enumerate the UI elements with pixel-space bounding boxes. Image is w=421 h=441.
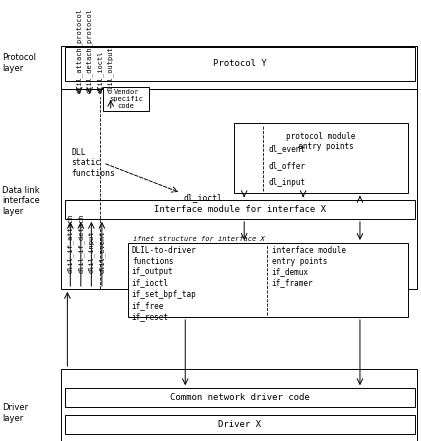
Text: dlil_input: dlil_input <box>88 231 95 273</box>
FancyBboxPatch shape <box>61 369 417 441</box>
Text: dl_ioctl: dl_ioctl <box>183 193 222 202</box>
Text: dl_event: dl_event <box>268 144 305 153</box>
Text: if_output: if_output <box>132 267 173 276</box>
Text: if_ioctl: if_ioctl <box>132 278 169 288</box>
FancyBboxPatch shape <box>65 200 415 219</box>
Text: dl_input: dl_input <box>268 178 305 187</box>
FancyBboxPatch shape <box>128 243 408 317</box>
Text: if_set_bpf_tap: if_set_bpf_tap <box>132 290 197 299</box>
FancyBboxPatch shape <box>103 87 149 111</box>
Text: if_framer: if_framer <box>272 278 313 288</box>
Text: ifnet structure for interface X: ifnet structure for interface X <box>133 236 264 242</box>
Text: Protocol Y: Protocol Y <box>213 60 267 68</box>
Text: if_demux: if_demux <box>272 267 309 276</box>
Text: Interface module for interface X: Interface module for interface X <box>154 205 326 214</box>
Text: DLIL-to-driver
functions: DLIL-to-driver functions <box>132 246 197 265</box>
Text: Common network driver code: Common network driver code <box>170 393 310 402</box>
Text: dl_offer: dl_offer <box>268 161 305 170</box>
Text: dlil_output: dlil_output <box>107 46 114 93</box>
Text: protocol module
  entry points: protocol module entry points <box>286 132 356 151</box>
Text: Driver X: Driver X <box>218 420 261 429</box>
Text: dlil_if_attach: dlil_if_attach <box>67 213 74 273</box>
FancyBboxPatch shape <box>61 46 417 89</box>
Text: interface module
entry points: interface module entry points <box>272 246 346 265</box>
Text: if_reset: if_reset <box>132 312 169 321</box>
Text: Driver
layer: Driver layer <box>2 403 28 422</box>
Text: if_free: if_free <box>132 301 164 310</box>
FancyBboxPatch shape <box>61 89 417 289</box>
Text: dlil_attach_protocol: dlil_attach_protocol <box>76 8 83 93</box>
Text: Data link
interface
layer: Data link interface layer <box>2 186 40 216</box>
Text: dlil_event: dlil_event <box>99 231 105 273</box>
Text: dlil_ioctl: dlil_ioctl <box>97 50 104 93</box>
FancyBboxPatch shape <box>65 47 415 81</box>
FancyBboxPatch shape <box>234 123 408 193</box>
FancyBboxPatch shape <box>65 415 415 434</box>
Text: Vendor
specific
code: Vendor specific code <box>109 89 143 109</box>
Text: dlil_detach_protocol: dlil_detach_protocol <box>86 8 93 93</box>
Text: dlil_if_detach: dlil_if_detach <box>77 213 84 273</box>
FancyBboxPatch shape <box>65 388 415 407</box>
Text: Protocol
layer: Protocol layer <box>2 53 36 73</box>
Text: DLL
static
functions: DLL static functions <box>72 148 115 178</box>
